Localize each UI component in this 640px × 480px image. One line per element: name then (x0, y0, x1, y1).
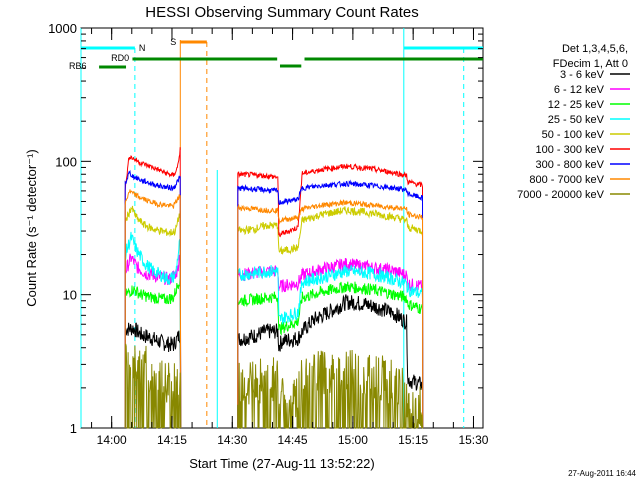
legend-entry-label: 7000 - 20000 keV (517, 189, 605, 201)
n-indicator-label: N (139, 43, 146, 53)
series-line-7-a (124, 169, 182, 429)
x-tick-label: 14:30 (217, 433, 247, 447)
legend-entry-label: 25 - 50 keV (548, 114, 605, 126)
legend-header-line: FDecim 1, Att 0 (553, 58, 628, 70)
series-line-8-b (237, 199, 424, 429)
y-tick-label: 1000 (48, 21, 77, 36)
legend-entry-label: 800 - 7000 keV (529, 174, 604, 186)
footer-timestamp: 27-Aug-2011 16:44 (568, 469, 636, 478)
series-line-6-a (124, 147, 182, 429)
legend-entry-label: 100 - 300 keV (536, 144, 605, 156)
x-tick-label: 15:15 (398, 433, 428, 447)
rb6-indicator-label: RB6 (69, 61, 87, 71)
x-axis-label: Start Time (27-Aug-11 13:52:22) (189, 456, 374, 471)
series-line-4-b (237, 264, 424, 429)
x-tick-label: 14:00 (97, 433, 127, 447)
series-line-5-b (237, 206, 424, 429)
series-line-7-b (237, 179, 424, 429)
series-line-2-b (237, 257, 424, 429)
y-tick-label: 100 (55, 154, 77, 169)
y-tick-label: 1 (70, 421, 77, 436)
y-tick-label: 10 (63, 288, 77, 303)
legend-entry-label: 6 - 12 keV (554, 84, 605, 96)
series-line-9-a (124, 343, 182, 429)
series-line-1-a (124, 322, 182, 429)
series-line-6-b (237, 163, 424, 429)
series-line-9-b (237, 349, 423, 430)
legend-entry-label: 3 - 6 keV (560, 69, 605, 81)
x-tick-label: 14:45 (278, 433, 308, 447)
legend-header-line: Det 1,3,4,5,6, (562, 43, 628, 55)
series-line-5-a (124, 205, 182, 429)
series-line-4-a (124, 231, 182, 429)
legend-entry-label: 300 - 800 keV (536, 159, 605, 171)
y-axis-label: Count Rate (s⁻¹ detector⁻¹) (24, 149, 39, 307)
legend-entry-label: 50 - 100 keV (542, 129, 605, 141)
series-line-1-b (237, 294, 424, 429)
s-indicator-label: S (170, 37, 176, 47)
series-line-8-a (124, 189, 182, 429)
x-tick-label: 14:15 (157, 433, 187, 447)
series-line-3-b (237, 281, 424, 429)
chart-title: HESSI Observing Summary Count Rates (145, 4, 418, 21)
rd0-indicator-label: RD0 (111, 53, 129, 63)
x-tick-label: 15:30 (458, 433, 488, 447)
x-tick-label: 15:00 (338, 433, 368, 447)
legend-entry-label: 12 - 25 keV (548, 99, 605, 111)
series-line-3-a (124, 273, 182, 429)
